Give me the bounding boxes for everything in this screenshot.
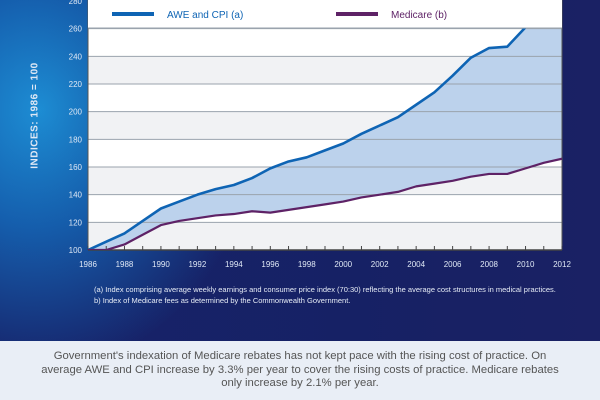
x-tick-label: 1996 (261, 260, 279, 269)
legend-background (88, 0, 562, 28)
x-tick-label: 2004 (407, 260, 425, 269)
y-tick-label: 120 (69, 218, 83, 227)
y-tick-label: 280 (69, 0, 83, 6)
caption: Government's indexation of Medicare reba… (41, 350, 559, 389)
y-tick-label: 180 (69, 135, 83, 144)
footnote-b: b) Index of Medicare fees as determined … (94, 296, 351, 305)
y-tick-label: 140 (69, 191, 83, 200)
series-line-awe-cpi (88, 0, 558, 250)
legend-label: AWE and CPI (a) (167, 10, 243, 21)
x-tick-label: 2000 (334, 260, 352, 269)
grid-band (88, 222, 562, 250)
y-tick-label: 240 (69, 52, 83, 61)
x-tick-label: 2006 (444, 260, 462, 269)
legend-swatch (336, 12, 378, 16)
y-tick-label: 220 (69, 80, 83, 89)
x-tick-label: 2010 (517, 260, 535, 269)
legend-label: Medicare (b) (391, 10, 447, 21)
y-tick-label: 160 (69, 163, 83, 172)
y-tick-label: 100 (69, 246, 83, 255)
footnote-a: (a) Index comprising average weekly earn… (94, 285, 556, 294)
x-tick-label: 1994 (225, 260, 243, 269)
legend-swatch (112, 12, 154, 16)
x-tick-label: 1986 (79, 260, 97, 269)
caption-panel (0, 341, 600, 400)
series-line-medicare (88, 157, 562, 250)
fill-between-area (88, 0, 562, 250)
y-tick-label: 200 (69, 108, 83, 117)
footnotes: (a) Index comprising average weekly earn… (94, 284, 564, 306)
x-tick-label: 1992 (188, 260, 206, 269)
x-tick-label: 2008 (480, 260, 498, 269)
x-tick-label: 2002 (371, 260, 389, 269)
y-tick-label: 260 (69, 25, 83, 34)
x-tick-label: 1998 (298, 260, 316, 269)
x-tick-label: 1988 (116, 260, 134, 269)
x-tick-label: 2012 (553, 260, 571, 269)
line-chart: 100 120 140 160 180 200 220 240 260 280 1986 1988 19… (69, 0, 571, 269)
x-tick-label: 1990 (152, 260, 170, 269)
y-axis-label: INDICES: 1986 = 100 (29, 62, 41, 169)
